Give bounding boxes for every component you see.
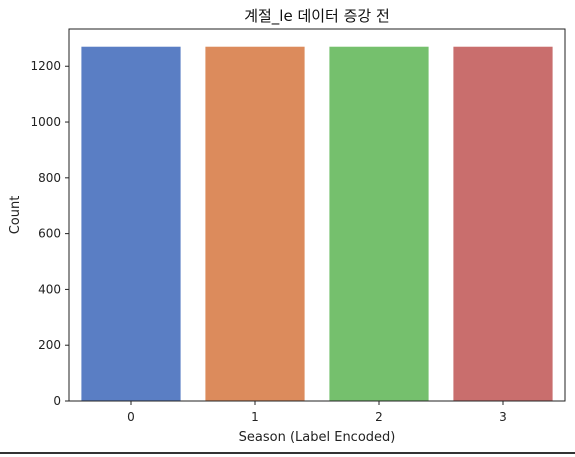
chart-title: 계절_le 데이터 증강 전 — [244, 7, 390, 26]
x-tick-label: 1 — [251, 410, 259, 424]
bottom-divider — [0, 452, 575, 454]
y-tick-label: 200 — [38, 338, 61, 352]
bar-2 — [329, 46, 429, 401]
y-tick-label: 0 — [53, 394, 61, 408]
y-tick-label: 1200 — [30, 59, 61, 73]
y-axis-label: Count — [8, 196, 23, 235]
y-tick-label: 800 — [38, 171, 61, 185]
y-axis-ticks: 0 200 400 600 800 1000 1200 — [30, 59, 69, 408]
x-tick-label: 2 — [375, 410, 383, 424]
bar-3 — [453, 46, 553, 401]
bar-0 — [81, 46, 181, 401]
x-tick-label: 0 — [127, 410, 135, 424]
x-tick-label: 3 — [499, 410, 507, 424]
y-tick-label: 400 — [38, 282, 61, 296]
bars-group — [81, 46, 553, 401]
plot-frame — [68, 28, 566, 402]
x-axis-label: Season (Label Encoded) — [239, 430, 396, 445]
bar-1 — [205, 46, 305, 401]
y-tick-label: 600 — [38, 227, 61, 241]
x-axis-ticks: 0 1 2 3 — [127, 401, 507, 424]
y-tick-label: 1000 — [30, 115, 61, 129]
